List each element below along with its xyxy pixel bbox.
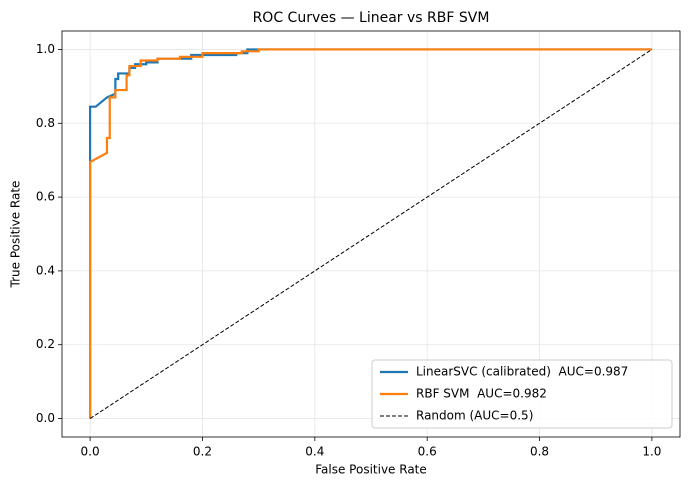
legend-label: LinearSVC (calibrated) AUC=0.987 <box>416 365 628 379</box>
y-axis-label: True Positive Rate <box>9 181 23 289</box>
y-tick-label: 0.4 <box>36 263 55 277</box>
y-tick-label: 0.6 <box>36 190 55 204</box>
x-tick-label: 0.0 <box>81 445 100 459</box>
legend-box <box>371 359 673 429</box>
y-tick-label: 1.0 <box>36 42 55 56</box>
x-axis-label: False Positive Rate <box>315 463 427 477</box>
x-tick-label: 0.6 <box>418 445 437 459</box>
series-line <box>88 48 652 419</box>
y-tick-label: 0.2 <box>36 337 55 351</box>
x-tick-label: 1.0 <box>642 445 661 459</box>
series-line <box>89 49 653 419</box>
legend-label: RBF SVM AUC=0.982 <box>416 387 547 401</box>
y-tick-label: 0.0 <box>36 411 55 425</box>
legend-label: Random (AUC=0.5) <box>416 409 533 423</box>
plot-frame <box>61 30 681 438</box>
y-tick-label: 0.8 <box>36 116 55 130</box>
x-tick-label: 0.2 <box>193 445 212 459</box>
x-tick-label: 0.4 <box>305 445 324 459</box>
x-tick-label: 0.8 <box>530 445 549 459</box>
series-line <box>88 48 652 419</box>
chart-title: ROC Curves — Linear vs RBF SVM <box>253 10 490 26</box>
